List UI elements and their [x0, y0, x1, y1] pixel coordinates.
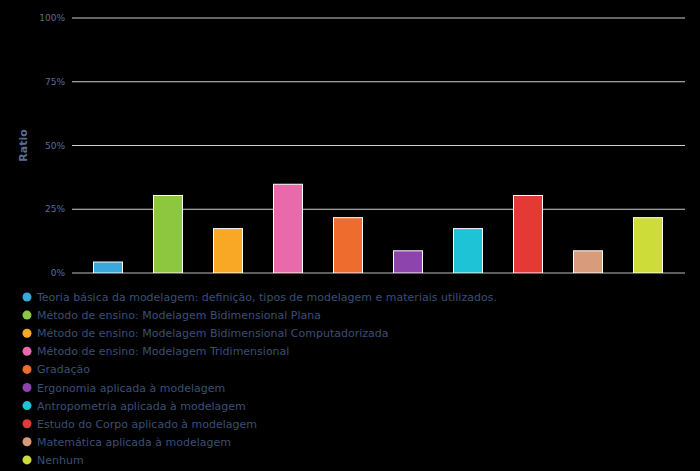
legend-marker: [23, 365, 32, 374]
legend-marker: [23, 293, 32, 302]
legend-marker: [23, 383, 32, 392]
bar: [394, 251, 423, 273]
legend-label: Estudo do Corpo aplicado à modelagem: [37, 418, 257, 431]
bars: [94, 184, 663, 273]
bar: [634, 218, 663, 273]
legend-marker: [23, 329, 32, 338]
legend-label: Método de ensino: Modelagem Tridimension…: [37, 345, 289, 358]
bar: [94, 262, 123, 273]
legend-marker: [23, 419, 32, 428]
y-tick-label: 100%: [39, 13, 65, 23]
legend-label: Método de ensino: Modelagem Bidimensiona…: [37, 327, 388, 340]
legend-label: Teoria básica da modelagem: definição, t…: [36, 291, 497, 304]
legend-marker: [23, 347, 32, 356]
y-tick-label: 50%: [45, 141, 65, 151]
grid-line: [72, 18, 685, 19]
bar: [514, 195, 543, 273]
legend-marker: [23, 311, 32, 320]
legend-marker: [23, 401, 32, 410]
grid-line: [72, 81, 685, 82]
y-tick-label: 0%: [51, 268, 66, 278]
y-tick-label: 25%: [45, 204, 65, 214]
legend-label: Gradação: [37, 363, 90, 376]
legend-label: Matemática aplicada à modelagem: [37, 436, 231, 449]
y-tick-label: 75%: [45, 77, 65, 87]
legend-label: Ergonomia aplicada à modelagem: [37, 382, 225, 395]
legend-label: Nenhum: [37, 454, 84, 467]
grid-line: [72, 145, 685, 146]
bar: [214, 229, 243, 273]
legend-marker: [23, 437, 32, 446]
bar: [574, 251, 603, 273]
bar: [334, 218, 363, 273]
chart: 0% 25% 50% 75% 100% Ratio Teoria básica da mod…: [0, 0, 700, 471]
legend-label: Antropometria aplicada à modelagem: [37, 400, 246, 413]
bar: [154, 195, 183, 273]
legend-label: Método de ensino: Modelagem Bidimensiona…: [37, 309, 321, 322]
bar: [454, 229, 483, 273]
bar: [274, 184, 303, 273]
y-axis-label: Ratio: [17, 129, 30, 162]
legend-marker: [23, 455, 32, 464]
